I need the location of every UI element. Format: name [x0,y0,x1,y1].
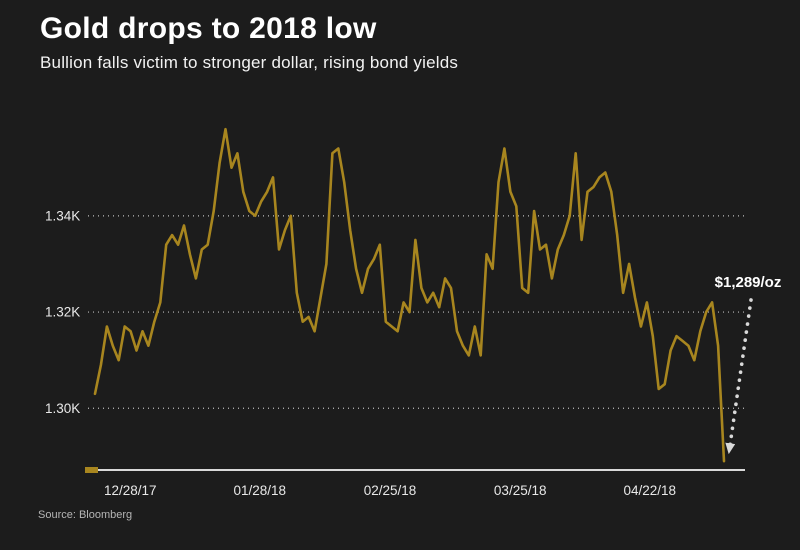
gold-price-series [93,127,726,463]
x-axis-labels: 12/28/17 01/28/18 02/25/18 03/25/18 04/22/18 [104,483,676,498]
x-axis-label: 01/28/18 [234,483,287,498]
x-axis-label: 02/25/18 [364,483,417,498]
x-axis-label: 04/22/18 [623,483,676,498]
price-line [93,127,726,463]
page-title: Gold drops to 2018 low [40,12,377,45]
annotation-arrow [725,298,753,455]
y-axis-label: 1.30K [45,401,80,416]
arrow-to-last-price [725,298,753,455]
x-axis-label: 12/28/17 [104,483,157,498]
last-price-annotation: $1,289/oz [714,274,782,291]
x-axis-label: 03/25/18 [494,483,547,498]
y-axis-label: 1.32K [45,305,80,320]
y-axis-labels: 1.30K 1.32K 1.34K [45,208,80,415]
source-credit: Source: Bloomberg [38,509,133,521]
y-axis-label: 1.34K [45,208,80,223]
page-subtitle: Bullion falls victim to stronger dollar,… [40,53,459,72]
